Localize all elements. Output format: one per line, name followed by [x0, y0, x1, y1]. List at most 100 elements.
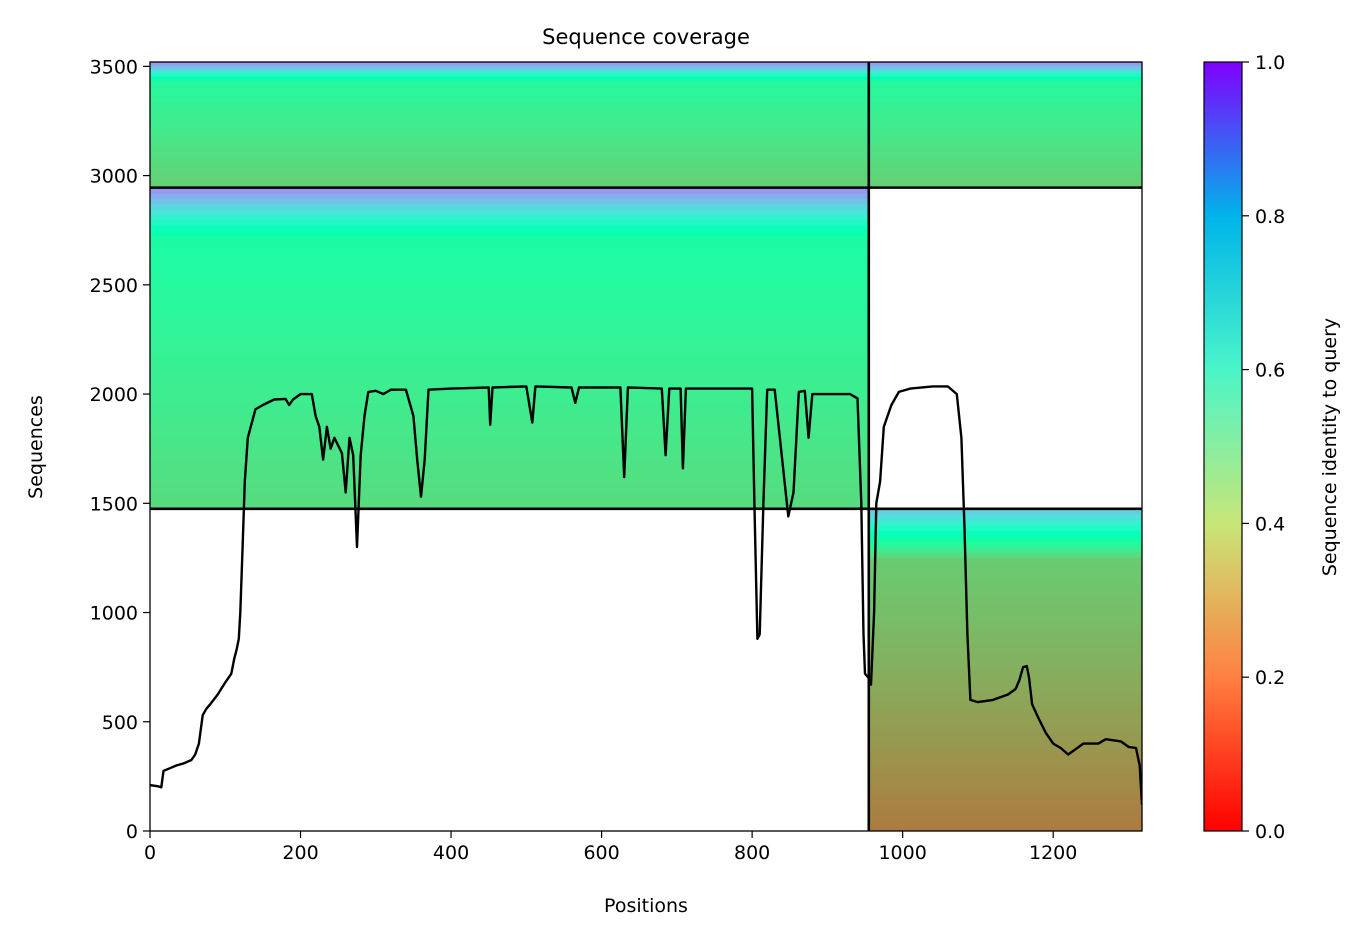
heatmap-band — [150, 154, 1142, 157]
heatmap-band — [868, 616, 1142, 623]
heatmap-band — [868, 648, 1142, 655]
heatmap-band — [150, 358, 869, 365]
heatmap-band — [150, 257, 869, 264]
heatmap-band — [868, 798, 1142, 805]
y-tick-label: 0 — [126, 821, 138, 843]
heatmap-band — [150, 126, 1142, 130]
heatmap-band — [868, 712, 1142, 719]
heatmap-band — [150, 181, 1142, 185]
heatmap-band — [868, 605, 1142, 612]
heatmap-band — [150, 70, 1142, 74]
heatmap-band — [150, 385, 869, 392]
heatmap-band — [150, 417, 869, 424]
colorbar-tick-label: 0.4 — [1255, 513, 1285, 535]
heatmap-band — [868, 669, 1142, 676]
colorbar-tick-label: 0.2 — [1255, 667, 1285, 689]
heatmap-band — [150, 164, 1142, 168]
heatmap-band — [150, 93, 1142, 97]
heatmap-band — [150, 492, 869, 499]
x-tick-label: 0 — [144, 842, 156, 864]
colorbar-tick-label: 0.8 — [1255, 206, 1285, 228]
heatmap-band — [150, 135, 1142, 138]
coverage-block — [150, 62, 1142, 189]
heatmap-band — [150, 124, 1142, 128]
heatmap-band — [150, 198, 869, 205]
chart-title: Sequence coverage — [542, 25, 750, 49]
heatmap-band — [150, 101, 1142, 105]
y-tick-label: 1000 — [90, 603, 138, 625]
colorbar — [1203, 61, 1243, 832]
heatmap-band — [868, 685, 1142, 692]
heatmap-band — [150, 230, 869, 237]
heatmap-band — [868, 793, 1142, 800]
heatmap-band — [150, 172, 1142, 176]
heatmap-band — [150, 97, 1142, 101]
coverage-block — [150, 187, 869, 510]
colorbar-tick-label: 1.0 — [1255, 52, 1285, 74]
colorbar-tick-label: 0.0 — [1255, 821, 1285, 843]
heatmap-band — [868, 761, 1142, 768]
heatmap-band — [150, 177, 1142, 180]
heatmap-band — [150, 214, 869, 221]
heatmap-band — [150, 131, 1142, 134]
heatmap-band — [150, 407, 869, 414]
heatmap-band — [150, 241, 869, 248]
heatmap-band — [150, 170, 1142, 174]
heatmap-band — [150, 103, 1142, 107]
heatmap-band — [868, 519, 1142, 526]
heatmap-band — [150, 143, 1142, 147]
heatmap-band — [150, 168, 1142, 172]
heatmap-band — [868, 728, 1142, 735]
heatmap-band — [150, 423, 869, 430]
heatmap-band — [868, 782, 1142, 789]
coverage-heatmap — [150, 62, 1142, 831]
heatmap-band — [150, 160, 1142, 164]
heatmap-band — [150, 262, 869, 269]
y-tick-label: 2000 — [90, 384, 138, 406]
heatmap-band — [150, 108, 1142, 111]
heatmap-band — [150, 110, 1142, 113]
heatmap-band — [150, 112, 1142, 115]
heatmap-band — [150, 267, 869, 274]
heatmap-band — [150, 364, 869, 371]
heatmap-band — [868, 557, 1142, 564]
heatmap-band — [150, 225, 869, 232]
x-axis: 0 200 400 600 800 1000 1200 — [144, 831, 1077, 864]
heatmap-band — [150, 487, 869, 494]
heatmap-band — [150, 66, 1142, 69]
heatmap-band — [150, 342, 869, 349]
heatmap-band — [868, 653, 1142, 660]
colorbar-tick-label: 0.6 — [1255, 360, 1285, 382]
heatmap-band — [150, 80, 1142, 84]
heatmap-band — [868, 524, 1142, 531]
heatmap-band — [150, 278, 869, 285]
heatmap-band — [150, 74, 1142, 78]
heatmap-band — [868, 804, 1142, 811]
x-tick-label: 800 — [734, 842, 770, 864]
heatmap-band — [150, 68, 1142, 71]
heatmap-band — [150, 183, 1142, 187]
heatmap-band — [150, 122, 1142, 126]
heatmap-band — [150, 348, 869, 355]
heatmap-band — [150, 145, 1142, 149]
heatmap-band — [868, 771, 1142, 778]
heatmap-band — [150, 300, 869, 306]
heatmap-band — [150, 175, 1142, 178]
heatmap-band — [868, 696, 1142, 703]
y-tick-label: 2500 — [90, 275, 138, 297]
y-axis-label: Sequences — [25, 395, 47, 499]
heatmap-band — [150, 85, 1142, 88]
x-tick-label: 200 — [282, 842, 318, 864]
heatmap-band — [150, 166, 1142, 170]
heatmap-band — [868, 675, 1142, 682]
y-tick-label: 1500 — [90, 493, 138, 515]
block-dividers — [150, 62, 1142, 831]
heatmap-band — [150, 326, 869, 333]
heatmap-band — [868, 530, 1142, 537]
heatmap-band — [868, 814, 1142, 821]
heatmap-band — [150, 141, 1142, 145]
heatmap-band — [150, 87, 1142, 90]
heatmap-band — [150, 246, 869, 253]
heatmap-band — [868, 723, 1142, 730]
heatmap-band — [150, 305, 869, 312]
